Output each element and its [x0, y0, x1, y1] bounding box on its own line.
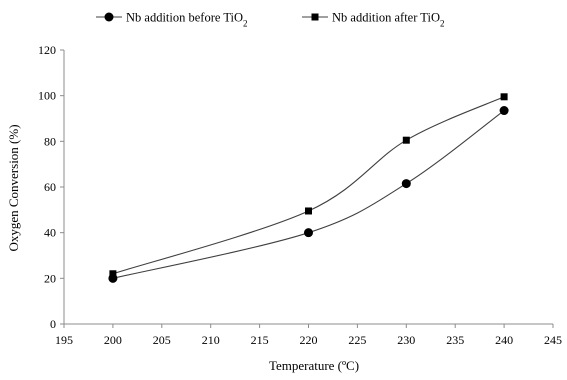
x-tick-label: 225 — [348, 333, 366, 347]
data-point-square — [500, 93, 508, 101]
data-point-square — [402, 136, 410, 144]
data-point-square — [109, 270, 117, 278]
x-tick-label: 210 — [202, 333, 220, 347]
x-axis-title: Temperature (ºC) — [269, 358, 359, 373]
axes: 0 20 40 60 80 100 120 195 200 205 210 215 220 225 230 2… — [38, 43, 562, 347]
y-tick-label: 120 — [38, 43, 56, 57]
x-tick-label: 195 — [55, 333, 73, 347]
x-tick-label: 230 — [397, 333, 415, 347]
data-point-square — [305, 207, 312, 215]
data-point-circle — [499, 106, 509, 116]
legend: Nb addition before TiO2 Nb addition after… — [96, 11, 444, 29]
y-tick-label: 0 — [50, 317, 56, 331]
x-tick-label: 235 — [446, 333, 464, 347]
legend-item-1: Nb addition before TiO2 — [96, 11, 248, 29]
legend-label: Nb addition after TiO2 — [332, 11, 444, 29]
x-tick-label: 220 — [300, 333, 318, 347]
y-axis-title: Oxygen Conversion (%) — [6, 124, 21, 251]
legend-marker-square — [311, 13, 319, 21]
legend-marker-circle — [104, 12, 114, 22]
series-layer — [108, 93, 509, 283]
legend-item-2: Nb addition after TiO2 — [302, 11, 444, 29]
y-tick-label: 60 — [44, 180, 56, 194]
x-tick-label: 245 — [544, 333, 562, 347]
data-point-circle — [304, 228, 313, 238]
x-tick-label: 205 — [153, 333, 171, 347]
series-1 — [108, 106, 509, 283]
y-tick-label: 100 — [38, 89, 56, 103]
y-tick-label: 20 — [44, 271, 56, 285]
x-tick-label: 215 — [251, 333, 269, 347]
series-2-line — [112, 96, 505, 275]
series-1-line — [112, 110, 505, 279]
x-tick-label: 200 — [104, 333, 122, 347]
y-tick-label: 40 — [44, 226, 56, 240]
legend-label: Nb addition before TiO2 — [126, 11, 248, 29]
series-2 — [109, 93, 508, 278]
data-point-circle — [401, 179, 411, 189]
x-tick-label: 240 — [495, 333, 513, 347]
y-tick-label: 80 — [44, 134, 56, 148]
